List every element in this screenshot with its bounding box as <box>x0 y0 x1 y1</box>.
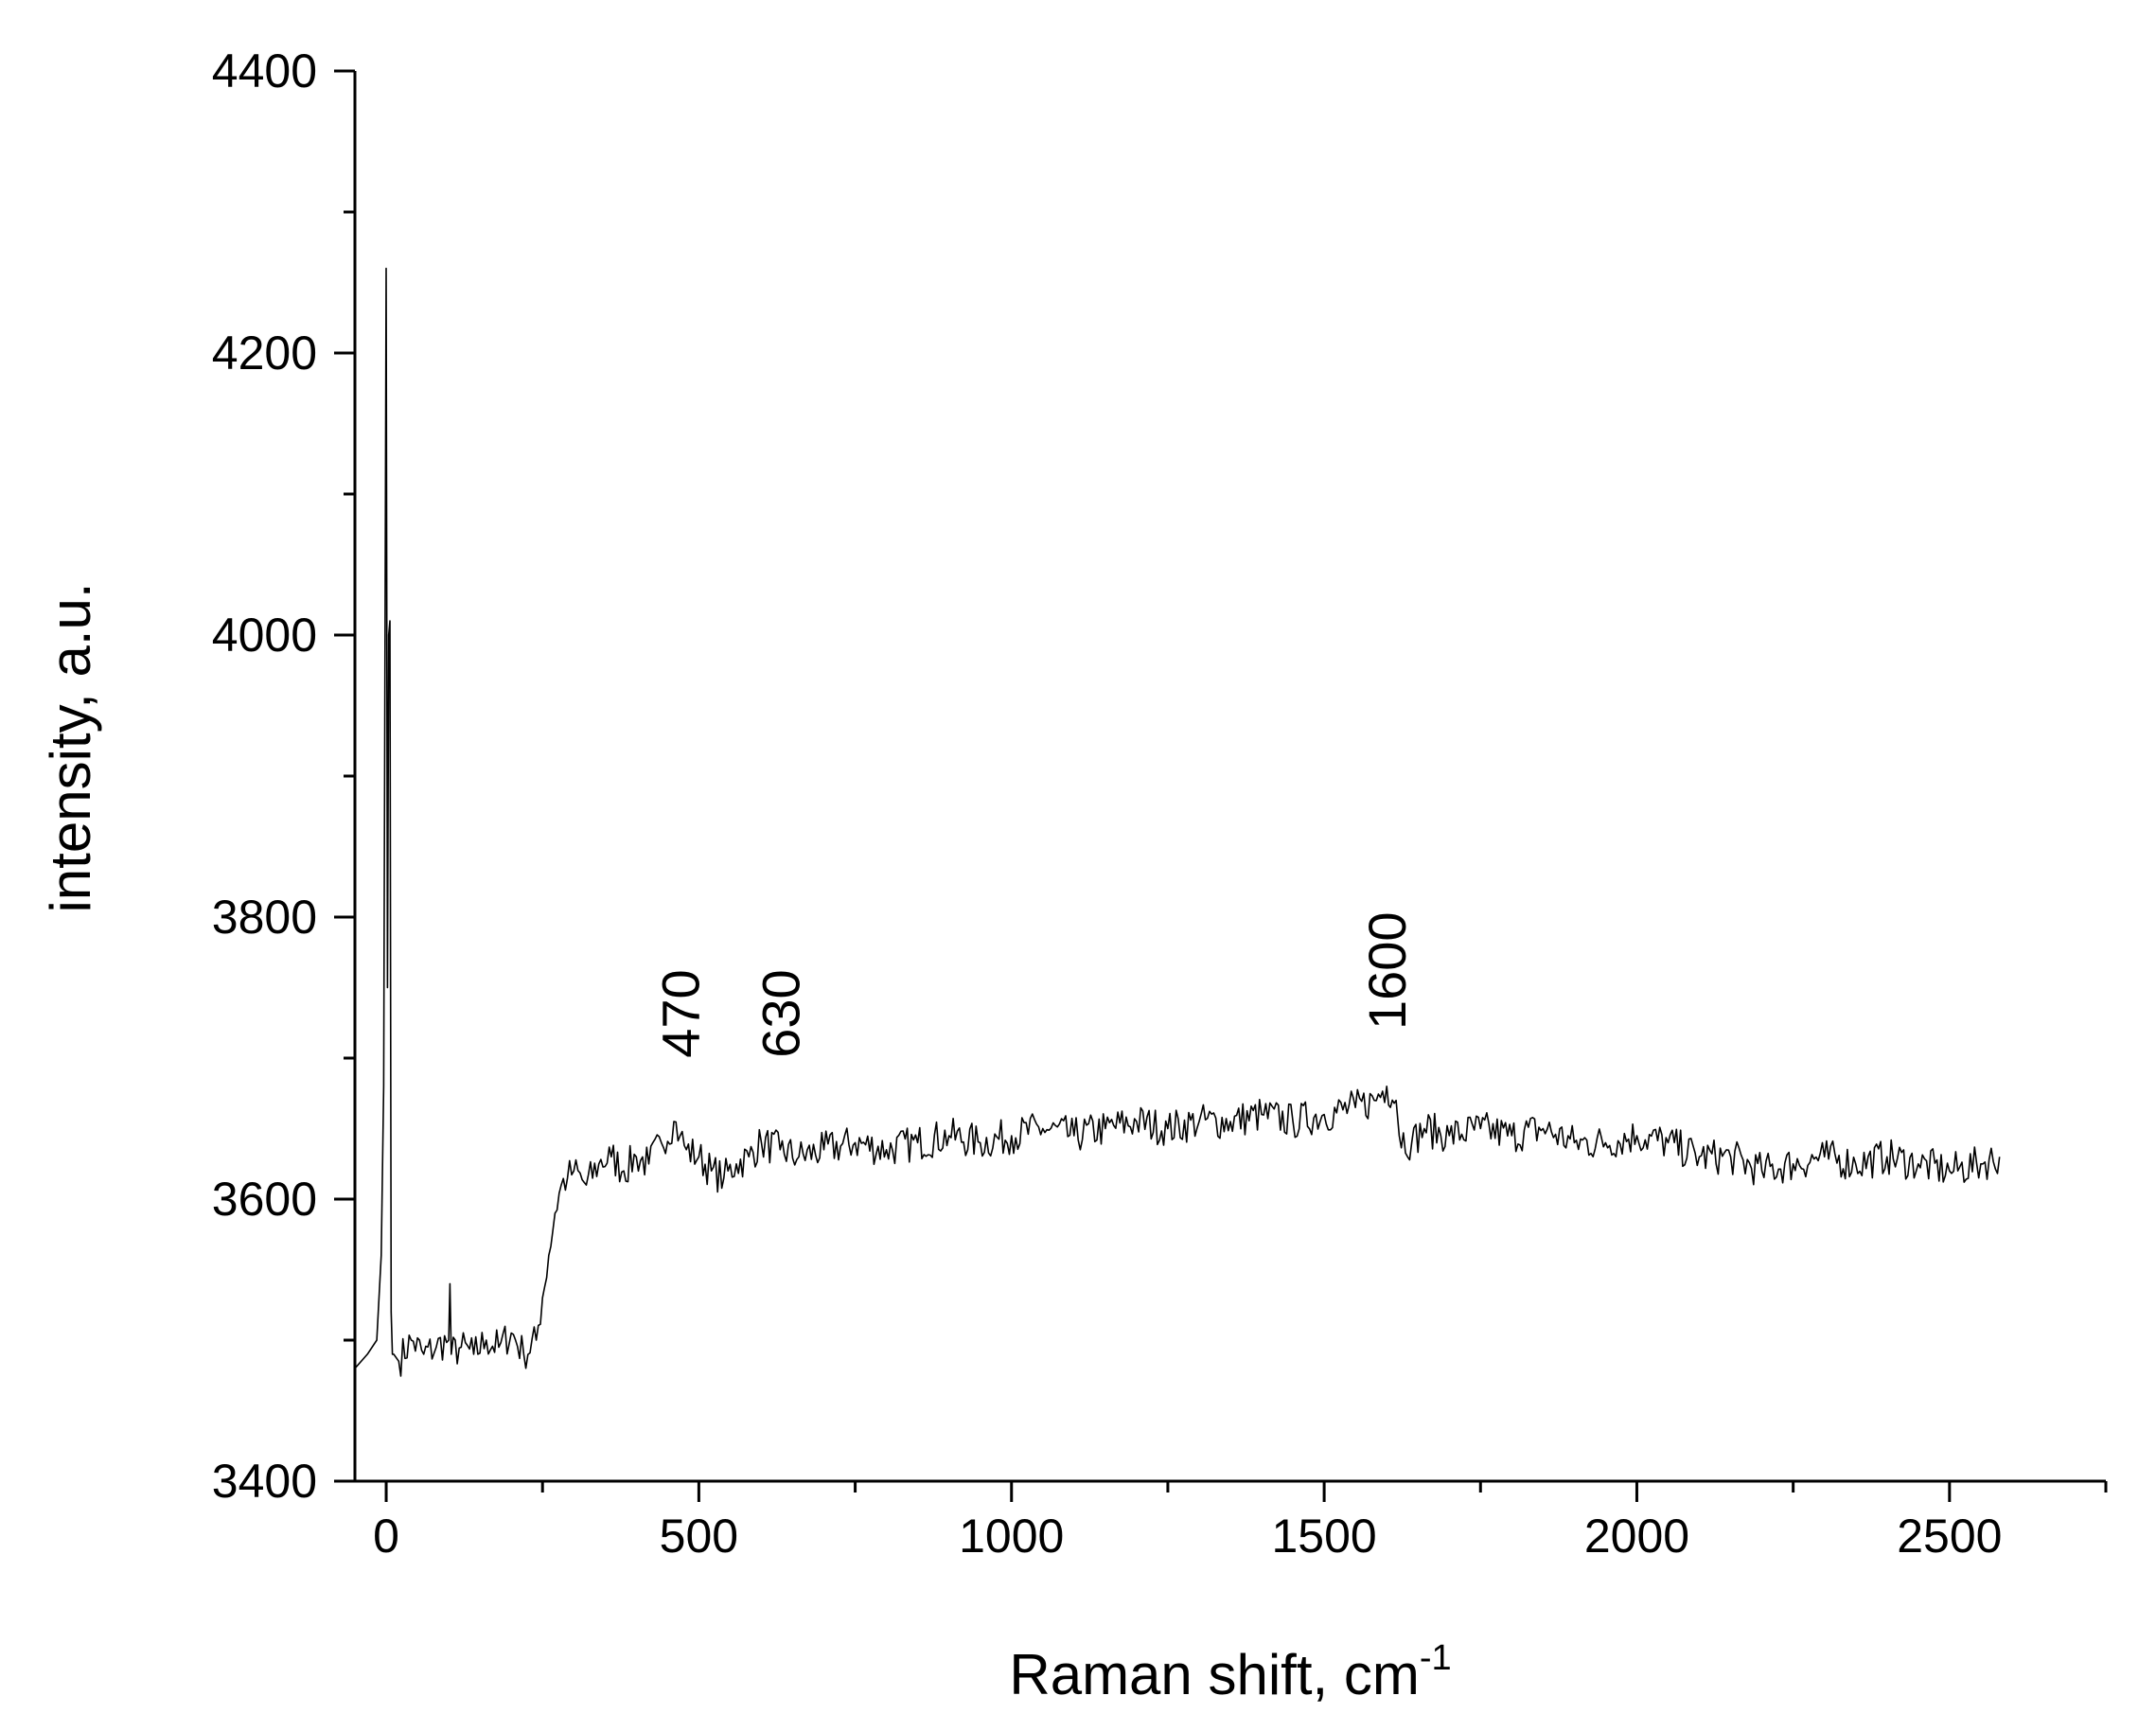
x-tick-label: 1000 <box>959 1510 1064 1563</box>
peak-label-630: 630 <box>751 969 810 1057</box>
x-tick-label: 1500 <box>1271 1510 1376 1563</box>
x-tick-label: 0 <box>373 1510 399 1563</box>
y-tick-label: 3600 <box>212 1173 317 1226</box>
x-tick-label: 2500 <box>1897 1510 2002 1563</box>
peak-label-1600: 1600 <box>1357 911 1417 1030</box>
y-axis-title: intensity, a.u. <box>39 582 102 912</box>
x-axis-title-text: Raman shift, cm <box>1009 1643 1419 1706</box>
y-tick-label: 4200 <box>212 327 317 380</box>
y-tick-label: 4000 <box>212 609 317 662</box>
y-tick-label: 3800 <box>212 891 317 944</box>
plot-area <box>354 267 2001 1377</box>
axes <box>334 69 2108 1502</box>
peak-label-470: 470 <box>651 969 711 1057</box>
x-axis-title-superscript: -1 <box>1420 1638 1452 1678</box>
y-tick-label: 3400 <box>212 1455 317 1508</box>
series-line-0 <box>354 267 2001 1377</box>
labels: 0 500 1000 1500 2000 2500 3400 3600 3800 4000 4200… <box>39 44 2002 1706</box>
y-tick-label: 4400 <box>212 44 317 97</box>
x-axis-title: Raman shift, cm-1 <box>1009 1638 1451 1706</box>
x-tick-label: 2000 <box>1584 1510 1689 1563</box>
x-tick-label: 500 <box>660 1510 738 1563</box>
